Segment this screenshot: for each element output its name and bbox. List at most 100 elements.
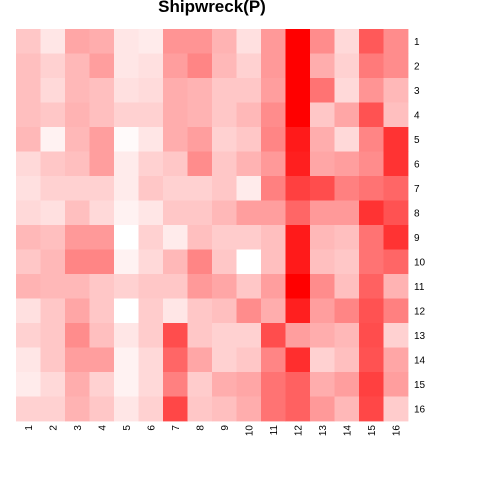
column-label: 8: [195, 425, 206, 431]
heatmap-cell-r13-c9: [212, 323, 237, 348]
heatmap-cell-r8-c16: [383, 200, 409, 226]
heatmap-cell-r10-c12: [285, 249, 311, 275]
heatmap-cell-r9-c4: [89, 225, 115, 250]
heatmap-cell-r7-c2: [40, 176, 66, 201]
heatmap-cell-r2-c14: [334, 53, 360, 79]
heatmap-cell-r6-c3: [65, 151, 90, 177]
heatmap-cell-r15-c1: [16, 372, 41, 397]
heatmap-cell-r3-c9: [212, 78, 237, 103]
heatmap-cell-r5-c9: [212, 127, 237, 152]
heatmap-cell-r13-c15: [359, 323, 384, 348]
heatmap-cell-r4-c6: [138, 102, 164, 128]
row-label: 15: [414, 380, 426, 391]
heatmap-cell-r4-c16: [383, 102, 409, 128]
heatmap-cell-r16-c14: [334, 396, 360, 422]
heatmap-cell-r1-c4: [89, 29, 115, 54]
heatmap-cell-r10-c16: [383, 249, 409, 275]
heatmap-cell-r12-c2: [40, 298, 66, 324]
heatmap-cell-r7-c14: [334, 176, 360, 201]
column-label: 16: [391, 425, 402, 437]
heatmap-cell-r16-c1: [16, 396, 41, 422]
heatmap-cell-r3-c7: [163, 78, 188, 103]
heatmap-cell-r4-c1: [16, 102, 41, 128]
heatmap-cell-r14-c10: [236, 347, 262, 373]
heatmap-cell-r4-c12: [285, 102, 311, 128]
row-label: 2: [414, 61, 420, 72]
heatmap-cell-r10-c1: [16, 249, 41, 275]
heatmap-cell-r4-c7: [163, 102, 188, 128]
heatmap-cell-r10-c5: [114, 249, 139, 275]
heatmap-cell-r13-c5: [114, 323, 139, 348]
column-label: 15: [367, 425, 378, 437]
heatmap-cell-r13-c3: [65, 323, 90, 348]
heatmap-cell-r14-c8: [187, 347, 213, 373]
heatmap-cell-r13-c1: [16, 323, 41, 348]
heatmap-cell-r3-c5: [114, 78, 139, 103]
heatmap-cell-r1-c16: [383, 29, 409, 54]
heatmap-cell-r1-c13: [310, 29, 335, 54]
heatmap-cell-r14-c3: [65, 347, 90, 373]
heatmap-cell-r2-c11: [261, 53, 286, 79]
heatmap-cell-r10-c9: [212, 249, 237, 275]
heatmap-cell-r8-c9: [212, 200, 237, 226]
heatmap-cell-r1-c12: [285, 29, 311, 54]
heatmap-cell-r8-c12: [285, 200, 311, 226]
heatmap-cell-r15-c11: [261, 372, 286, 397]
heatmap-cell-r5-c13: [310, 127, 335, 152]
heatmap-cell-r2-c2: [40, 53, 66, 79]
row-label: 5: [414, 135, 420, 146]
heatmap-cell-r11-c6: [138, 274, 164, 299]
row-label: 8: [414, 208, 420, 219]
heatmap-cell-r11-c16: [383, 274, 409, 299]
heatmap-cell-r7-c6: [138, 176, 164, 201]
heatmap-cell-r5-c7: [163, 127, 188, 152]
heatmap-cell-r2-c10: [236, 53, 262, 79]
heatmap-cell-r3-c11: [261, 78, 286, 103]
heatmap-cell-r5-c8: [187, 127, 213, 152]
row-label: 16: [414, 404, 426, 415]
heatmap-cell-r10-c14: [334, 249, 360, 275]
column-label: 11: [269, 425, 280, 436]
heatmap-cell-r15-c10: [236, 372, 262, 397]
heatmap-cell-r13-c6: [138, 323, 164, 348]
heatmap-cell-r10-c10: [236, 249, 262, 275]
row-label: 7: [414, 184, 420, 195]
column-labels: 1 2 3 4 5 6 7 8 9 10 11 12 13 14 15 16: [24, 425, 403, 437]
heatmap-cell-r7-c3: [65, 176, 90, 201]
heatmap-cell-r14-c15: [359, 347, 384, 373]
heatmap-cell-r9-c1: [16, 225, 41, 250]
heatmap-cell-r14-c13: [310, 347, 335, 373]
heatmap-cell-r15-c14: [334, 372, 360, 397]
heatmap-cell-r14-c2: [40, 347, 66, 373]
heatmap-cell-r1-c10: [236, 29, 262, 54]
heatmap-cell-r14-c5: [114, 347, 139, 373]
heatmap-cell-r4-c14: [334, 102, 360, 128]
row-label: 6: [414, 159, 420, 170]
heatmap-cell-r15-c5: [114, 372, 139, 397]
heatmap-cell-r13-c14: [334, 323, 360, 348]
heatmap-cell-r5-c3: [65, 127, 90, 152]
heatmap-cell-r16-c15: [359, 396, 384, 422]
heatmap-cell-r6-c8: [187, 151, 213, 177]
heatmap-cell-r7-c16: [383, 176, 409, 201]
heatmap-cell-r10-c4: [89, 249, 115, 275]
heatmap-cell-r13-c8: [187, 323, 213, 348]
heatmap-cell-r12-c6: [138, 298, 164, 324]
heatmap-cell-r9-c14: [334, 225, 360, 250]
heatmap-cell-r11-c13: [310, 274, 335, 299]
heatmap-cell-r11-c10: [236, 274, 262, 299]
heatmap-cell-r13-c4: [89, 323, 115, 348]
heatmap-cell-r9-c2: [40, 225, 66, 250]
heatmap-cell-r11-c14: [334, 274, 360, 299]
heatmap-cell-r16-c12: [285, 396, 311, 422]
row-label: 13: [414, 331, 426, 342]
heatmap-cell-r16-c16: [383, 396, 409, 422]
heatmap-cell-r15-c3: [65, 372, 90, 397]
heatmap-cell-r11-c7: [163, 274, 188, 299]
heatmap-cell-r6-c10: [236, 151, 262, 177]
heatmap-cell-r12-c13: [310, 298, 335, 324]
heatmap-cell-r2-c3: [65, 53, 90, 79]
heatmap-cell-r4-c9: [212, 102, 237, 128]
heatmap-cell-r4-c4: [89, 102, 115, 128]
heatmap-cell-r8-c8: [187, 200, 213, 226]
